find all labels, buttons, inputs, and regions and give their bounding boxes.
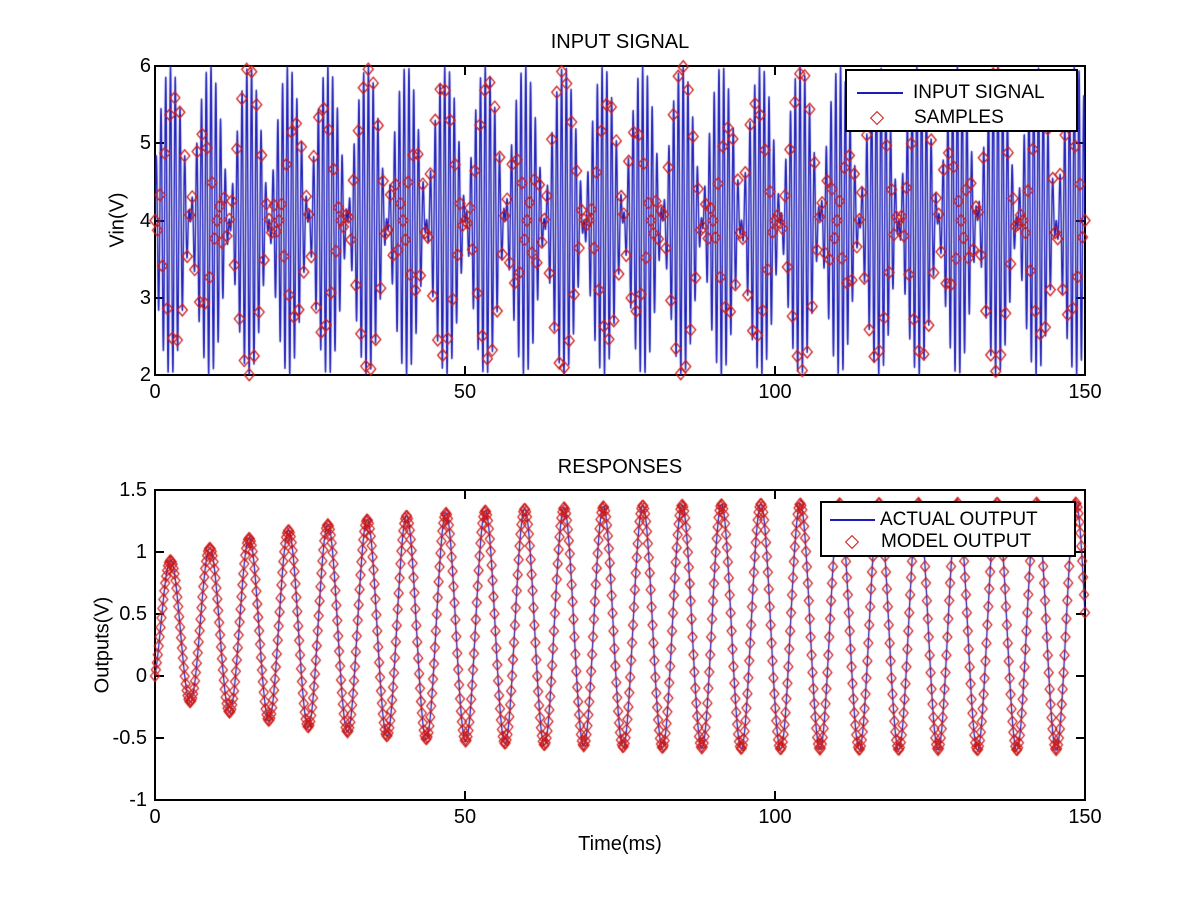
legend-line-icon	[857, 92, 903, 94]
y-tick-label: -1	[129, 789, 147, 811]
y-tick-label: 3	[139, 286, 151, 309]
legend-diamond-icon	[869, 110, 885, 126]
x-tick-label: 0	[149, 806, 161, 828]
y-tick-label: 0	[135, 665, 147, 687]
y-tick-label: 6	[139, 55, 151, 77]
y-tick-label: -0.5	[112, 727, 147, 749]
x-tick-label: 0	[149, 381, 161, 403]
y-tick-label: 5	[139, 132, 151, 155]
legend-line-icon	[830, 519, 875, 521]
time-axis-label: Time(ms)	[578, 833, 662, 855]
x-tick-label: 50	[453, 806, 477, 828]
y-tick-label: 0.5	[119, 603, 147, 625]
x-tick-label: 150	[1068, 806, 1102, 828]
x-tick-label: 100	[758, 381, 792, 403]
legend-entry-label: ACTUAL OUTPUT	[880, 509, 1038, 530]
input-signal-legend: INPUT SIGNAL SAMPLES	[845, 69, 1078, 132]
y-tick-label: 4	[139, 209, 151, 232]
x-tick-label: 100	[758, 806, 792, 828]
y-tick-label: 2	[139, 364, 151, 386]
legend-entry-label: INPUT SIGNAL	[913, 82, 1045, 103]
legend-entry-label: SAMPLES	[914, 107, 1004, 128]
responses-legend: ACTUAL OUTPUT MODEL OUTPUT	[820, 501, 1076, 557]
y-tick-label: 1.5	[119, 479, 147, 501]
x-tick-label: 50	[453, 381, 477, 403]
x-tick-label: 150	[1068, 381, 1102, 403]
legend-diamond-icon	[844, 534, 860, 550]
responses-title: RESPONSES	[557, 456, 683, 478]
y-tick-label: 1	[135, 541, 147, 563]
input-signal-title: INPUT SIGNAL	[550, 31, 690, 53]
legend-entry-label: MODEL OUTPUT	[881, 531, 1032, 552]
